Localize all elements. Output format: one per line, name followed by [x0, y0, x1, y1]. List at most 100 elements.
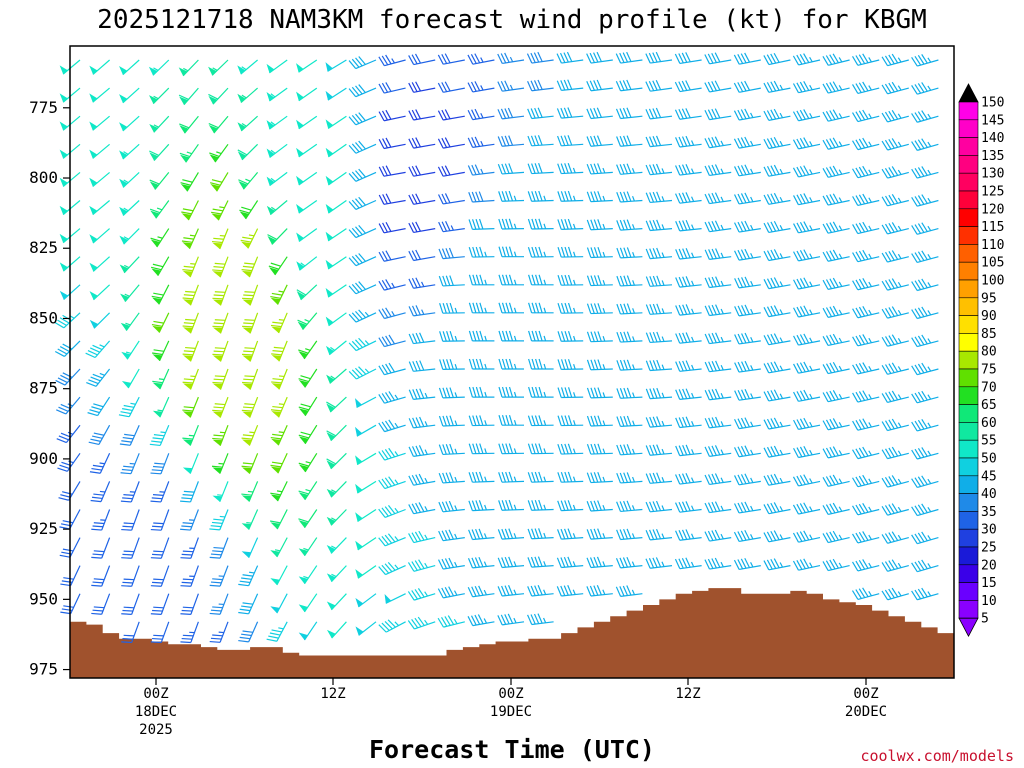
wind-barb — [527, 190, 554, 202]
wind-barb — [616, 303, 643, 315]
wind-barb — [378, 476, 406, 490]
wind-barb — [325, 59, 347, 72]
wind-barb — [326, 396, 347, 413]
wind-barb — [89, 143, 110, 159]
wind-barb — [180, 537, 199, 559]
wind-barb — [238, 172, 259, 190]
wind-barb — [348, 140, 377, 154]
wind-barb — [270, 284, 288, 305]
wind-barb — [822, 221, 850, 234]
wind-barb — [586, 471, 613, 484]
wind-barb — [763, 389, 791, 402]
wind-barb — [59, 200, 81, 216]
wind-barb — [527, 79, 554, 92]
wind-barb — [238, 621, 259, 643]
colorbar-swatch — [958, 564, 979, 583]
wind-barb — [704, 108, 732, 121]
wind-barb — [298, 509, 318, 529]
wind-barb — [378, 334, 406, 348]
wind-barb — [763, 249, 791, 262]
wind-barb — [911, 587, 939, 601]
colorbar-swatch — [958, 386, 979, 405]
wind-barb — [852, 278, 880, 291]
wind-barb — [270, 537, 288, 558]
wind-barb — [675, 473, 702, 485]
wind-barb — [59, 115, 81, 131]
colorbar-label: 45 — [981, 469, 997, 484]
wind-barb — [467, 164, 495, 176]
wind-barb — [793, 333, 821, 346]
wind-barb — [208, 59, 229, 76]
wind-barb — [355, 565, 377, 579]
wind-barb — [527, 415, 554, 427]
wind-barb — [527, 585, 554, 597]
wind-barb — [851, 587, 880, 600]
wind-barb — [408, 332, 436, 345]
wind-barb — [121, 340, 140, 360]
wind-barb — [822, 277, 850, 290]
credit-link[interactable]: coolwx.com/models — [860, 747, 1014, 765]
wind-barb — [88, 424, 111, 446]
colorbar-label: 140 — [981, 131, 1004, 146]
wind-barb — [526, 51, 554, 64]
wind-barb — [675, 192, 702, 204]
colorbar-swatch — [958, 422, 979, 441]
wind-barb — [326, 593, 347, 611]
wind-barb — [270, 424, 288, 446]
wind-barb — [182, 453, 199, 474]
colorbar-swatch — [958, 155, 979, 174]
wind-barb — [852, 109, 880, 123]
wind-barb — [645, 387, 673, 400]
wind-barb — [241, 481, 259, 502]
wind-barb — [210, 172, 229, 192]
wind-barb — [296, 200, 318, 214]
wind-barb — [438, 472, 465, 484]
wind-barb — [792, 81, 821, 94]
terrain-ground — [70, 588, 954, 678]
wind-barb — [498, 190, 525, 202]
wind-barb — [348, 337, 377, 352]
wind-barb — [467, 556, 495, 569]
wind-barb — [240, 228, 259, 249]
wind-barb — [151, 256, 170, 277]
wind-barb — [59, 87, 81, 103]
wind-barb — [408, 165, 436, 177]
wind-barb — [121, 509, 140, 531]
colorbar-swatch — [958, 350, 979, 370]
wind-barb — [89, 256, 111, 272]
wind-barb — [119, 115, 140, 132]
wind-barb — [763, 530, 791, 543]
wind-barb — [408, 53, 436, 66]
wind-barb — [792, 474, 821, 487]
wind-barb — [645, 444, 673, 456]
wind-barb — [557, 471, 584, 483]
wind-barb — [822, 502, 850, 516]
wind-barb — [348, 366, 377, 380]
wind-barb — [763, 52, 791, 66]
wind-barb — [822, 474, 850, 487]
wind-barb — [437, 586, 465, 599]
wind-barb — [822, 53, 850, 66]
wind-barb — [325, 171, 347, 186]
wind-barb — [704, 248, 732, 260]
wind-barb — [325, 143, 347, 158]
wind-barb — [437, 615, 465, 628]
wind-barb — [881, 475, 909, 488]
wind-barb — [704, 473, 732, 486]
wind-barb — [674, 52, 702, 65]
colorbar-swatch — [958, 137, 979, 156]
x-axis-label: Forecast Time (UTC) — [369, 735, 655, 764]
wind-barb — [182, 424, 199, 446]
wind-barb — [497, 613, 525, 626]
wind-barb — [378, 619, 406, 633]
wind-barb — [437, 81, 465, 93]
wind-barb — [59, 59, 81, 75]
wind-barb — [556, 51, 584, 64]
wind-barb — [852, 362, 880, 375]
colorbar-swatch — [958, 333, 979, 352]
colorbar-label: 70 — [981, 380, 997, 395]
y-tick-label: 875 — [29, 379, 58, 398]
wind-barb — [268, 256, 288, 276]
wind-barb — [911, 194, 939, 207]
wind-barb — [881, 362, 909, 375]
